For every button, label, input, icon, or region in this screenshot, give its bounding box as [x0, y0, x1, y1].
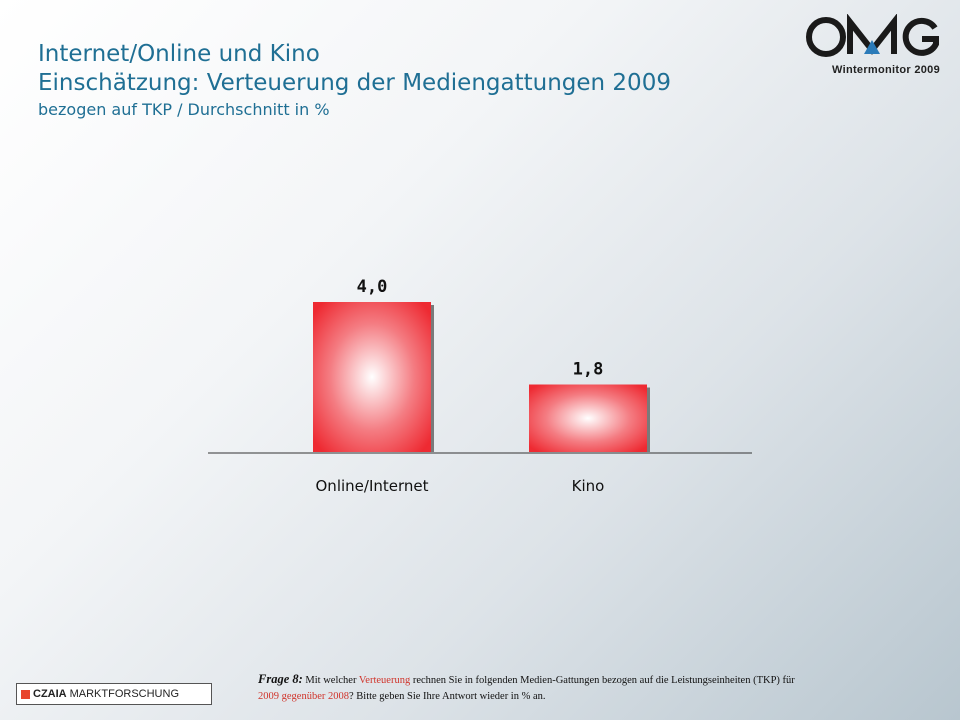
question-label: Frage 8:	[258, 672, 303, 686]
omg-logo: Wintermonitor 2009	[800, 14, 940, 76]
question-text-3: ? Bitte geben Sie Ihre Antwort wieder in…	[348, 691, 546, 702]
category-label: Kino	[572, 477, 605, 495]
brand-rest: MARKTFORSCHUNG	[69, 688, 179, 700]
question-highlight-2: 2009 gegenüber 2008	[258, 691, 349, 702]
question-text-2: rechnen Sie in folgenden Medien-Gattunge…	[410, 675, 795, 686]
category-label: Online/Internet	[316, 477, 429, 495]
bar-value-label: 4,0	[357, 277, 388, 297]
czaia-brand: CZAIA MARKTFORSCHUNG	[16, 683, 212, 705]
page-title-line2: Einschätzung: Verteuerung der Mediengatt…	[38, 70, 671, 96]
bar-1	[529, 384, 647, 452]
title-block: Internet/Online und Kino Einschätzung: V…	[38, 40, 671, 121]
brand-square-icon	[21, 689, 30, 699]
bar-value-label: 1,8	[573, 360, 604, 380]
logo-caption: Wintermonitor 2009	[832, 64, 940, 76]
brand-name: CZAIA	[33, 688, 67, 700]
question-text-1: Mit welcher	[305, 675, 359, 686]
page-title: Internet/Online und Kino	[38, 41, 320, 67]
question-highlight-1: Verteuerung	[358, 675, 411, 686]
page-subtitle: bezogen auf TKP / Durchschnitt in %	[38, 100, 330, 119]
bar-0	[313, 302, 431, 452]
omg-logo-icon	[806, 14, 939, 57]
survey-question: Frage 8: Mit welcher Verteuerung rechnen…	[258, 671, 798, 705]
